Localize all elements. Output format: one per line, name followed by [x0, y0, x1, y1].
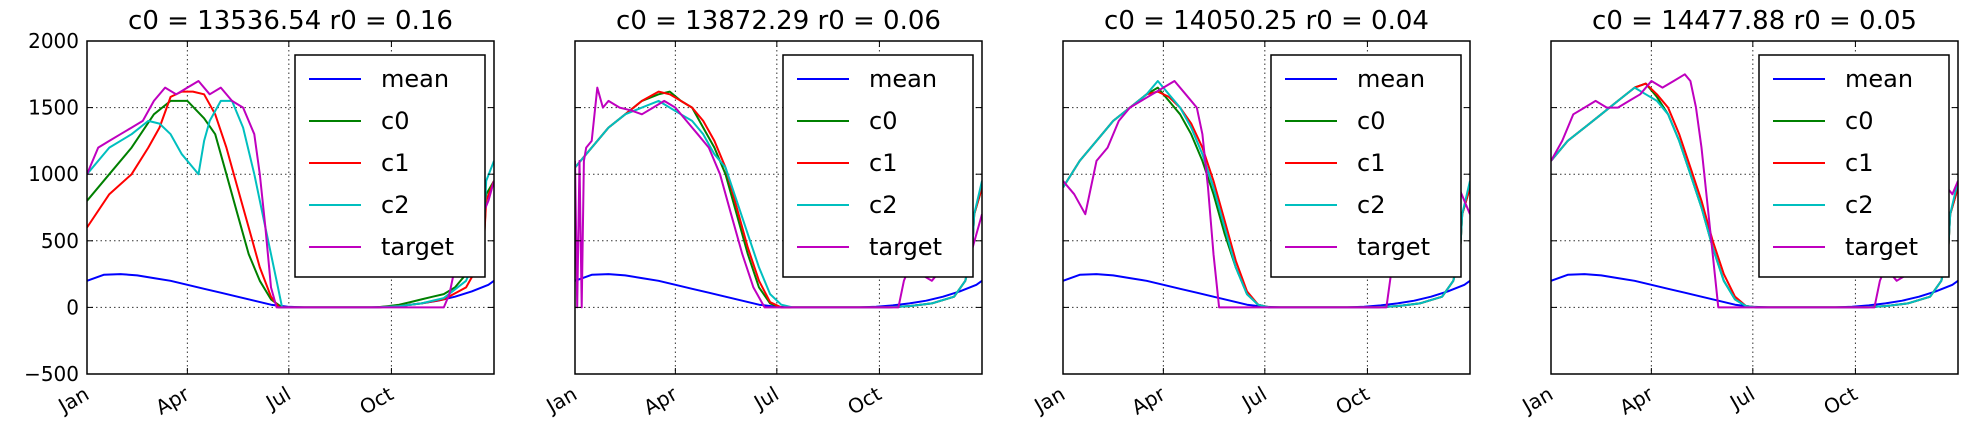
x-tick-label: Oct: [1819, 381, 1861, 419]
series-line-c2: [1551, 86, 1958, 309]
legend: mean c0 c1 c2 target: [1758, 54, 1950, 278]
y-tick-label: −500: [24, 362, 79, 386]
legend-label-c2: c2: [1357, 191, 1385, 219]
axes-frame: [86, 40, 495, 375]
x-tick-label: Jan: [541, 382, 581, 419]
legend-label-c0: c0: [1357, 107, 1385, 135]
series-line-target: [575, 86, 982, 309]
chart-panel-2: Jan Apr Jul Oct c0 = 13872.29 r0 = 0.06 mean c…: [541, 6, 983, 420]
chart-panel-4: Jan Apr Jul Oct c0 = 14477.88 r0 = 0.05 mean c…: [1517, 6, 1959, 420]
x-tick-label: Oct: [355, 381, 397, 419]
y-tick-label: 500: [41, 229, 79, 253]
x-tick-label: Jan: [1517, 382, 1557, 419]
x-tick-label: Apr: [1127, 381, 1170, 419]
x-tick-label: Jul: [1724, 382, 1759, 416]
chart-panel-3: Jan Apr Jul Oct c0 = 14050.25 r0 = 0.04 mean c…: [1029, 6, 1471, 420]
axes-frame: [1550, 40, 1959, 375]
legend-label-c0: c0: [381, 107, 409, 135]
x-tick-label: Jul: [260, 382, 295, 416]
legend-label-target: target: [869, 233, 942, 261]
legend-label-target: target: [1845, 233, 1918, 261]
x-tick-label: Apr: [639, 381, 682, 419]
chart-title: c0 = 14477.88 r0 = 0.05: [1592, 6, 1917, 36]
legend-label-mean: mean: [869, 65, 937, 93]
y-tick-label: 2000: [28, 29, 79, 53]
x-tick-label: Apr: [1615, 381, 1658, 419]
series-line-c2: [1063, 80, 1470, 309]
legend-box: [1270, 54, 1462, 278]
x-tick-label: Apr: [151, 381, 194, 419]
x-tick-label: Oct: [1331, 381, 1373, 419]
legend: mean c0 c1 c2 target: [294, 54, 486, 278]
x-tick-label: Jul: [1236, 382, 1271, 416]
x-tick-label: Jan: [53, 382, 93, 419]
x-tick-label: Jan: [1029, 382, 1069, 419]
chart-title: c0 = 13536.54 r0 = 0.16: [128, 6, 453, 36]
y-tick-label: 1500: [28, 96, 79, 120]
x-tick-label: Jul: [748, 382, 783, 416]
legend-label-mean: mean: [1357, 65, 1425, 93]
legend-label-target: target: [1357, 233, 1430, 261]
y-tick-label: 1000: [28, 162, 79, 186]
legend-label-target: target: [381, 233, 454, 261]
legend-label-c1: c1: [1357, 149, 1385, 177]
legend-label-c1: c1: [381, 149, 409, 177]
series-line-c1: [87, 90, 494, 309]
axes-frame: [1062, 40, 1471, 375]
series-line-c2: [575, 99, 982, 309]
axes-frame: [574, 40, 983, 375]
series-group: [575, 86, 982, 309]
legend-label-c2: c2: [381, 191, 409, 219]
legend: mean c0 c1 c2 target: [1270, 54, 1462, 278]
legend-label-c2: c2: [1845, 191, 1873, 219]
legend-label-c2: c2: [869, 191, 897, 219]
legend: mean c0 c1 c2 target: [782, 54, 974, 278]
legend-label-c0: c0: [869, 107, 897, 135]
legend-label-mean: mean: [381, 65, 449, 93]
legend-label-mean: mean: [1845, 65, 1913, 93]
legend-box: [294, 54, 486, 278]
legend-box: [782, 54, 974, 278]
legend-label-c1: c1: [1845, 149, 1873, 177]
y-tick-label: 0: [66, 295, 79, 319]
legend-label-c1: c1: [869, 149, 897, 177]
chart-title: c0 = 14050.25 r0 = 0.04: [1104, 6, 1429, 36]
legend-box: [1758, 54, 1950, 278]
x-tick-label: Oct: [843, 381, 885, 419]
legend-label-c0: c0: [1845, 107, 1873, 135]
chart-title: c0 = 13872.29 r0 = 0.06: [616, 6, 941, 36]
chart-panel-1: Jan Apr Jul Oct 2000 1500 1000 500 0 −500 c0 = 135…: [24, 6, 495, 420]
